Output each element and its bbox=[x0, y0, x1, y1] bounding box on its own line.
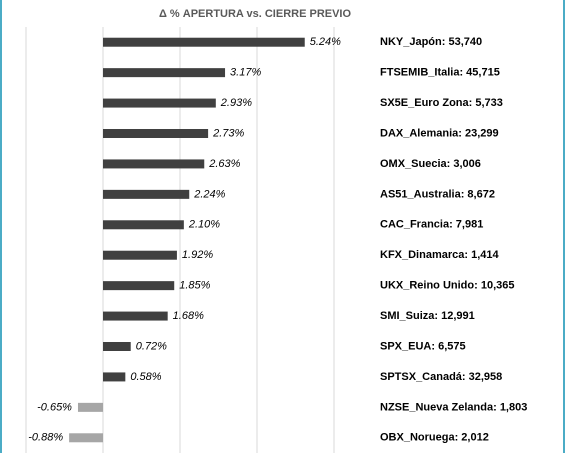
data-label: 0.72% bbox=[136, 340, 167, 352]
category-label: AS51_Australia: 8,672 bbox=[380, 188, 495, 200]
category-label: KFX_Dinamarca: 1,414 bbox=[380, 249, 499, 261]
bar bbox=[103, 250, 177, 260]
category-label: NKY_Japón: 53,740 bbox=[380, 36, 482, 48]
bar bbox=[103, 281, 175, 291]
bar bbox=[103, 68, 226, 78]
category-label: CAC_Francia: 7,981 bbox=[380, 219, 483, 231]
data-label: 2.24% bbox=[193, 188, 225, 200]
bar bbox=[103, 342, 131, 351]
data-label: 1.92% bbox=[182, 249, 213, 261]
chart-title: Δ % APERTURA vs. CIERRE PREVIO bbox=[159, 8, 352, 20]
data-label: 2.10% bbox=[188, 219, 220, 231]
data-label: 5.24% bbox=[310, 36, 341, 48]
data-label: -0.65% bbox=[37, 401, 72, 413]
data-label: 2.63% bbox=[208, 158, 240, 170]
bar bbox=[77, 402, 103, 412]
bar bbox=[69, 433, 103, 443]
bar bbox=[103, 129, 209, 138]
data-label: 1.85% bbox=[179, 280, 210, 292]
data-label: -0.88% bbox=[28, 432, 63, 444]
bar bbox=[103, 220, 184, 230]
bar bbox=[103, 372, 126, 382]
data-label: 0.58% bbox=[130, 371, 161, 383]
data-label: 1.68% bbox=[173, 310, 204, 322]
bar bbox=[103, 159, 205, 169]
bar bbox=[103, 311, 168, 321]
bar bbox=[103, 37, 305, 47]
category-label: SPX_EUA: 6,575 bbox=[380, 340, 466, 352]
data-label: 2.93% bbox=[220, 97, 252, 109]
category-label: FTSEMIB_Italia: 45,715 bbox=[380, 67, 500, 79]
data-label: 2.73% bbox=[212, 127, 244, 139]
category-label: OMX_Suecia: 3,006 bbox=[380, 158, 481, 170]
category-label: NZSE_Nueva Zelanda: 1,803 bbox=[380, 401, 527, 413]
bar bbox=[103, 189, 190, 199]
category-label: DAX_Alemania: 23,299 bbox=[380, 127, 499, 139]
data-label: 3.17% bbox=[230, 67, 261, 79]
category-label: UKX_Reino Unido: 10,365 bbox=[380, 280, 514, 292]
category-label: SPTSX_Canadá: 32,958 bbox=[380, 371, 502, 383]
category-label: SX5E_Euro Zona: 5,733 bbox=[380, 97, 503, 109]
category-label: SMI_Suiza: 12,991 bbox=[380, 310, 475, 322]
category-label: OBX_Noruega: 2,012 bbox=[380, 432, 489, 444]
bar bbox=[103, 98, 216, 108]
